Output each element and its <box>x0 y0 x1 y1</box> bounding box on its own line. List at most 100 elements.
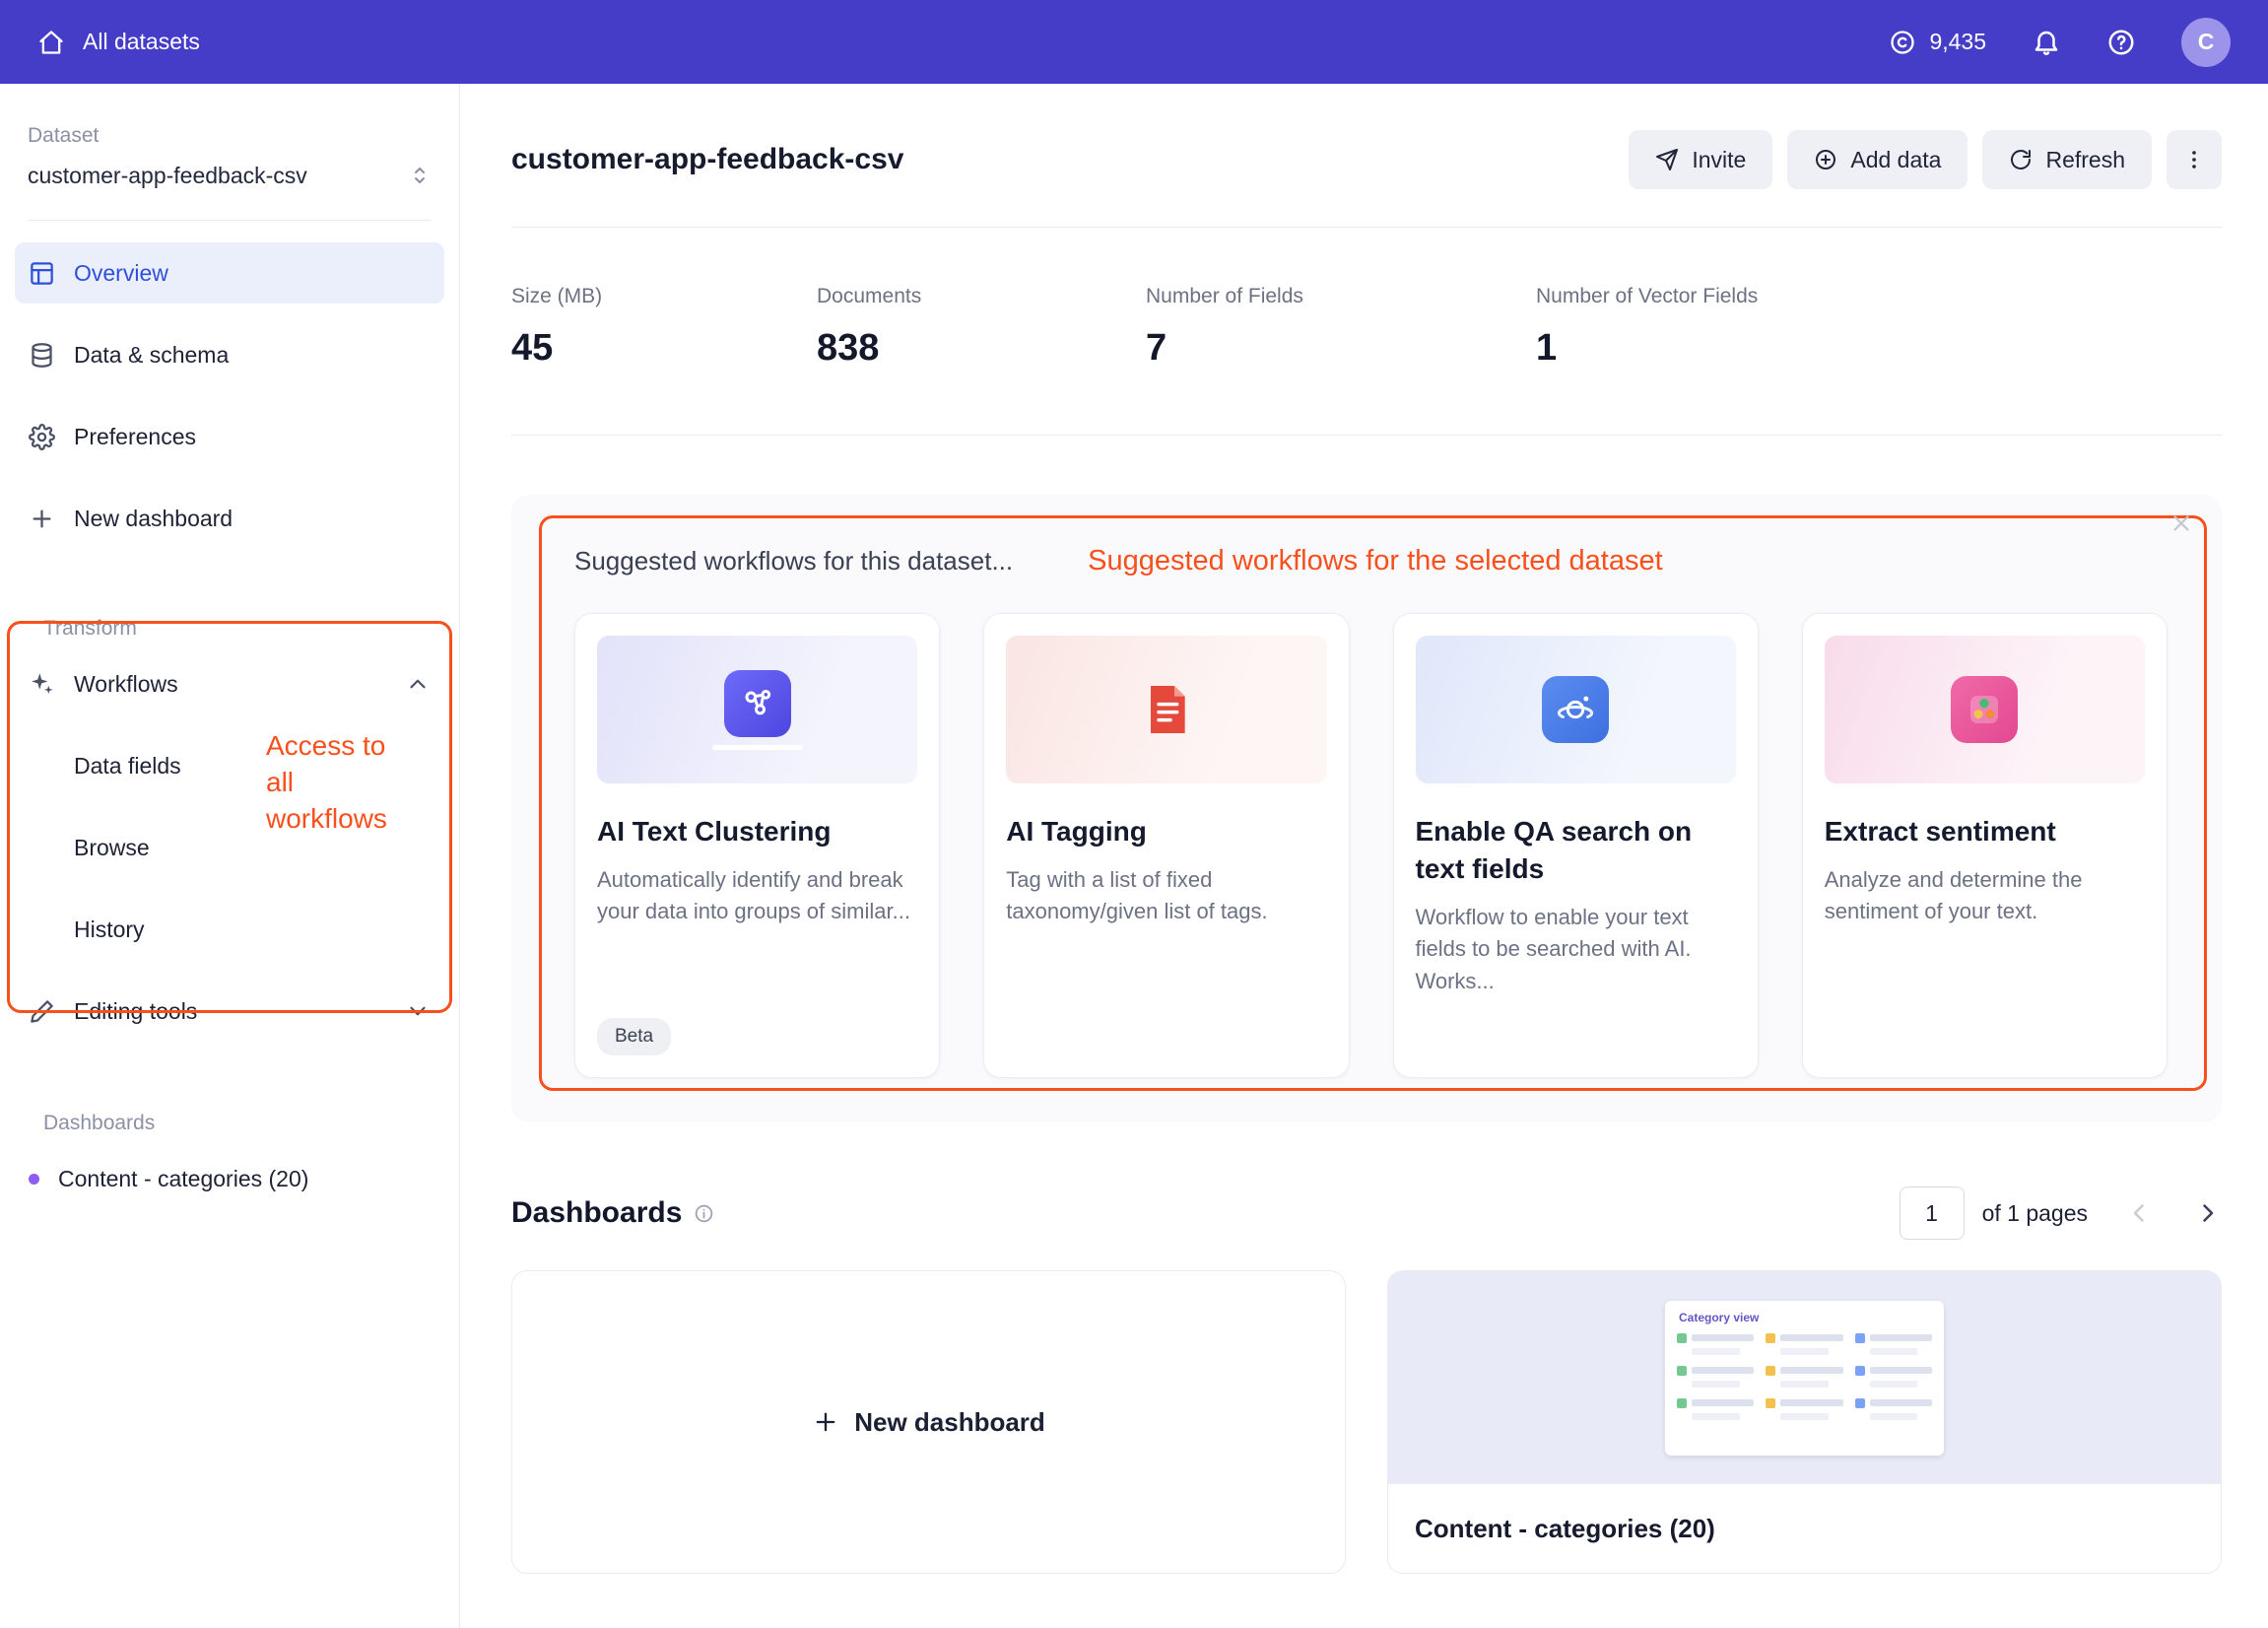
sidebar-item-label: Content - categories (20) <box>58 1165 309 1191</box>
dataset-selector-block: Dataset customer-app-feedback-csv <box>0 84 459 221</box>
kebab-icon <box>2182 148 2206 171</box>
annotation-box-suggested: Suggested workflows for this dataset... … <box>539 515 2207 1091</box>
page-number-input[interactable] <box>1899 1187 1965 1240</box>
suggested-workflows-section: Suggested workflows for this dataset... … <box>511 495 2222 1122</box>
avatar[interactable]: C <box>2181 17 2231 67</box>
refresh-button[interactable]: Refresh <box>1982 130 2152 189</box>
workflow-card-title: Extract sentiment <box>1824 816 2056 847</box>
sidebar-item-data-fields[interactable]: Data fields <box>15 735 444 796</box>
workflow-card-extract-sentiment[interactable]: Extract sentiment Analyze and determine … <box>1801 613 2168 1078</box>
stat-value: 7 <box>1146 327 1167 369</box>
invite-button[interactable]: Invite <box>1629 130 1773 189</box>
sidebar-item-label: Editing tools <box>74 997 198 1024</box>
tagging-document-icon <box>1135 678 1198 741</box>
workflow-card-description: Tag with a list of fixed taxonomy/given … <box>1006 867 1268 924</box>
beta-badge: Beta <box>597 1018 672 1055</box>
plus-icon <box>29 506 55 532</box>
notifications-bell-icon[interactable] <box>2032 28 2061 57</box>
pencil-icon <box>29 998 55 1025</box>
suggested-title: Suggested workflows for this dataset... <box>574 546 1014 576</box>
workflow-card-description: Workflow to enable your text fields to b… <box>1415 905 1692 993</box>
sidebar-item-history[interactable]: History <box>15 899 444 960</box>
sidebar-item-editing-tools[interactable]: Editing tools <box>15 981 444 1042</box>
workflow-card-title: AI Tagging <box>1006 816 1147 847</box>
plus-icon <box>812 1408 839 1436</box>
chevron-left-icon[interactable] <box>2125 1198 2155 1228</box>
sidebar-item-content-categories[interactable]: Content - categories (20) <box>15 1148 444 1209</box>
dataset-name: customer-app-feedback-csv <box>28 163 307 188</box>
sidebar-nav: Overview Data & schema Preferences New d… <box>0 221 459 1209</box>
illustration-underline <box>711 744 803 750</box>
new-dashboard-card[interactable]: New dashboard <box>511 1270 1346 1574</box>
sparkle-icon <box>29 671 55 698</box>
workflow-cards: AI Text Clustering Automatically identif… <box>574 613 2168 1078</box>
topbar: All datasets 9,435 C <box>0 0 2268 84</box>
chevron-down-icon <box>405 998 431 1024</box>
stats-row: Size (MB) 45 Documents 838 Number of Fie… <box>511 228 2222 436</box>
chevron-right-icon[interactable] <box>2192 1198 2222 1228</box>
stat-value: 45 <box>511 327 554 369</box>
dashboard-cards: New dashboard Category view <box>511 1270 2222 1574</box>
credits-count: 9,435 <box>1929 29 1986 54</box>
all-datasets-link[interactable]: All datasets <box>37 29 200 56</box>
workflow-card-title: Enable QA search on text fields <box>1415 816 1693 884</box>
sidebar-item-workflows[interactable]: Workflows <box>15 653 444 714</box>
sidebar-item-overview[interactable]: Overview <box>15 242 444 304</box>
stat-fields: Number of Fields 7 <box>1146 283 1536 372</box>
sidebar-item-preferences[interactable]: Preferences <box>15 406 444 467</box>
workflow-card-illustration <box>1006 636 1327 783</box>
transform-section-label: Transform <box>43 617 137 640</box>
preview-cell <box>1766 1397 1843 1420</box>
avatar-initial: C <box>2197 29 2215 54</box>
gear-icon <box>29 423 55 450</box>
sub-item-label: Browse <box>74 834 150 860</box>
info-icon[interactable] <box>694 1203 714 1224</box>
overview-icon <box>29 260 55 287</box>
add-circle-icon <box>1814 148 1837 171</box>
sidebar-item-label: Preferences <box>74 423 197 449</box>
home-icon <box>37 29 65 56</box>
stat-label: Number of Vector Fields <box>1536 285 1759 307</box>
stat-value: 838 <box>817 327 880 369</box>
stat-label: Number of Fields <box>1146 285 1303 307</box>
topbar-actions: 9,435 C <box>1889 17 2231 67</box>
workflow-card-qa-search[interactable]: Enable QA search on text fields Workflow… <box>1392 613 1759 1078</box>
planet-icon <box>1542 676 1610 743</box>
preview-cell <box>1854 1397 1932 1420</box>
add-data-button[interactable]: Add data <box>1787 130 1968 189</box>
annotation-text-suggested: Suggested workflows for the selected dat… <box>1088 545 1663 577</box>
close-icon[interactable] <box>2168 510 2194 536</box>
workflow-card-illustration <box>1824 636 2145 783</box>
credits-counter[interactable]: 9,435 <box>1889 29 1986 56</box>
refresh-label: Refresh <box>2045 146 2125 172</box>
preview-cell <box>1766 1365 1843 1388</box>
stat-documents: Documents 838 <box>817 283 1146 372</box>
preview-cell <box>1854 1365 1932 1388</box>
clustering-icon <box>723 669 791 737</box>
sidebar-item-label: Data & schema <box>74 341 230 368</box>
header-divider <box>511 227 2222 228</box>
stat-value: 1 <box>1536 327 1558 369</box>
dataset-selector[interactable]: customer-app-feedback-csv <box>28 159 432 192</box>
dashboard-preview-area: Category view <box>1388 1271 2221 1484</box>
sidebar-item-browse[interactable]: Browse <box>15 817 444 878</box>
help-icon[interactable] <box>2106 28 2136 57</box>
sidebar-divider <box>28 220 432 221</box>
credits-coin-icon <box>1889 29 1916 56</box>
sentiment-faces-icon <box>1951 676 2019 743</box>
workflow-card-illustration <box>1415 636 1736 783</box>
preview-cell <box>1766 1332 1843 1355</box>
refresh-icon <box>2009 148 2033 171</box>
dashboards-section-label: Dashboards <box>43 1112 156 1134</box>
workflow-card-illustration <box>597 636 918 783</box>
main-content: customer-app-feedback-csv Invite Add dat… <box>460 84 2268 1628</box>
dashboard-preview-thumbnail: Category view <box>1665 1300 1944 1456</box>
page-header: customer-app-feedback-csv Invite Add dat… <box>511 130 2222 189</box>
workflow-card-ai-text-clustering[interactable]: AI Text Clustering Automatically identif… <box>574 613 941 1078</box>
sidebar-item-label: Workflows <box>74 670 178 697</box>
sidebar-item-new-dashboard[interactable]: New dashboard <box>15 488 444 549</box>
more-options-button[interactable] <box>2167 130 2222 189</box>
workflow-card-ai-tagging[interactable]: AI Tagging Tag with a list of fixed taxo… <box>983 613 1350 1078</box>
content-categories-dashboard-card[interactable]: Category view <box>1387 1270 2222 1574</box>
sidebar-item-data-schema[interactable]: Data & schema <box>15 324 444 385</box>
